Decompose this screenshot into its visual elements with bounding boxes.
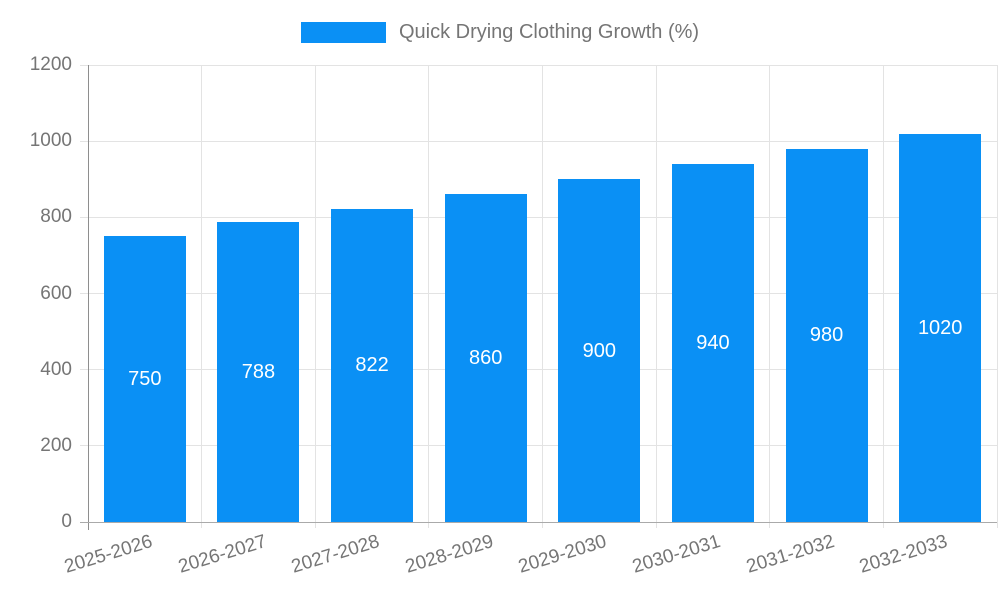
bar[interactable] (558, 179, 641, 522)
legend-swatch (300, 22, 386, 43)
bar-value-label: 980 (809, 324, 844, 347)
bar[interactable] (785, 148, 868, 522)
gridline-horizontal (80, 64, 997, 66)
y-axis-tick-label: 400 (40, 358, 72, 380)
chart-legend: Quick Drying Clothing Growth (%) (0, 21, 1000, 44)
bar[interactable] (671, 164, 754, 522)
x-axis-tick-label: 2030-2031 (630, 531, 724, 578)
y-axis-tick-label: 1200 (29, 54, 72, 75)
y-axis-line (87, 65, 89, 530)
bar[interactable] (899, 133, 982, 522)
bar[interactable] (331, 208, 414, 522)
bar-value-label: 860 (469, 347, 503, 370)
gridline-horizontal (80, 369, 997, 371)
gridline-horizontal (80, 140, 997, 142)
y-axis-tick-label: 1000 (29, 130, 72, 152)
gridline-vertical (542, 65, 543, 528)
gridline-vertical (314, 65, 316, 528)
bar-value-label: 900 (582, 339, 616, 362)
bar[interactable] (103, 236, 186, 522)
bar-value-label: 822 (355, 354, 389, 377)
x-axis-line (80, 521, 997, 523)
gridline-vertical (769, 65, 771, 528)
bar[interactable] (444, 194, 527, 522)
x-axis-tick-label: 2029-2030 (516, 531, 610, 578)
bar-value-label: 940 (696, 332, 730, 354)
y-axis-tick-label: 200 (40, 434, 72, 456)
bar-value-label: 788 (241, 360, 276, 383)
gridline-vertical (882, 65, 884, 528)
gridline-vertical (655, 65, 657, 528)
gridline-horizontal (80, 293, 997, 294)
gridline-horizontal (80, 445, 997, 447)
y-axis-tick-label: 600 (40, 282, 72, 304)
bar-value-label: 750 (128, 368, 162, 391)
legend-item[interactable]: Quick Drying Clothing Growth (%) (300, 21, 700, 44)
bar-value-label: 1020 (917, 316, 963, 339)
x-axis-tick-label: 2028-2029 (402, 531, 496, 578)
gridline-vertical (996, 65, 998, 528)
x-axis-tick-label: 2032-2033 (857, 531, 951, 578)
y-axis-tick-label: 800 (40, 206, 72, 228)
x-axis-tick-label: 2031-2032 (743, 531, 837, 578)
legend-label: Quick Drying Clothing Growth (%) (398, 21, 700, 43)
x-axis-tick-label: 2027-2028 (289, 531, 383, 578)
gridline-horizontal (80, 216, 997, 218)
bar[interactable] (217, 221, 300, 522)
gridline-vertical (428, 65, 430, 528)
gridline-vertical (201, 65, 203, 528)
x-axis-tick-label: 2026-2027 (175, 531, 269, 578)
x-axis-tick-label: 2025-2026 (61, 531, 155, 578)
y-axis-tick-label: 0 (61, 511, 72, 532)
